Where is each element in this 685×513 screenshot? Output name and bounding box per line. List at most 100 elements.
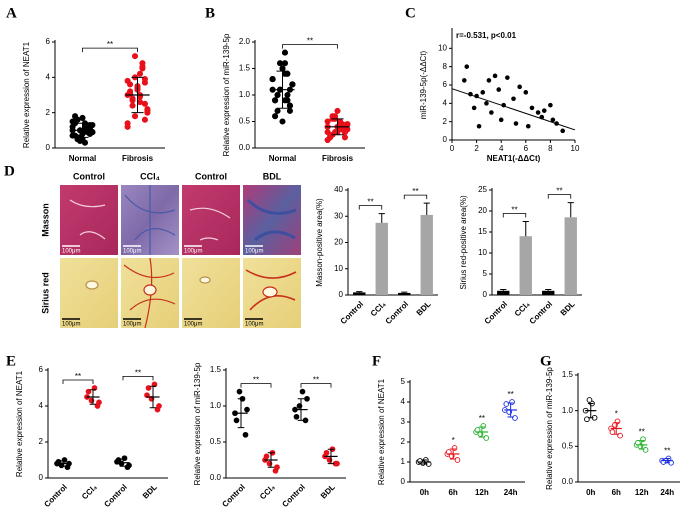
data-point bbox=[293, 413, 300, 420]
data-point bbox=[274, 91, 281, 99]
micrograph bbox=[182, 185, 240, 255]
data-point bbox=[96, 399, 102, 406]
error-bar bbox=[401, 291, 408, 293]
data-point bbox=[331, 129, 339, 136]
x-tick-label: Fibrosis bbox=[322, 154, 354, 163]
panel-letter: F bbox=[372, 353, 381, 369]
y-axis-label: Relative expression of miR-139-5p bbox=[222, 33, 231, 156]
y-tick-label: 0.5 bbox=[210, 437, 222, 446]
scale-label: 100μm bbox=[245, 322, 263, 328]
sd-bar bbox=[664, 457, 671, 464]
data-point bbox=[136, 70, 144, 77]
data-point bbox=[89, 121, 96, 129]
y-axis-label: Relative expression of miR-139-5p bbox=[545, 367, 554, 490]
significance-label: ** bbox=[253, 376, 259, 385]
data-point bbox=[336, 118, 344, 125]
data-point bbox=[489, 110, 494, 115]
x-tick-label: 24h bbox=[660, 488, 674, 497]
significance-label: ** bbox=[307, 37, 313, 46]
sd-bar bbox=[478, 426, 486, 438]
x-tick-label: Normal bbox=[69, 154, 97, 163]
data-point bbox=[496, 87, 502, 92]
data-point bbox=[286, 107, 293, 114]
y-tick-label: 5 bbox=[483, 269, 488, 278]
x-tick-label: BDL bbox=[415, 299, 433, 317]
data-point bbox=[131, 53, 139, 60]
data-point bbox=[85, 388, 92, 395]
y-axis-label: Sirius red-positive area(%) bbox=[459, 195, 468, 290]
y-tick-label: 4 bbox=[443, 98, 448, 107]
micrograph bbox=[243, 185, 301, 255]
significance-label: ** bbox=[367, 198, 373, 207]
micrograph bbox=[60, 258, 118, 328]
data-point bbox=[344, 121, 351, 128]
data-point bbox=[284, 70, 291, 77]
data-point bbox=[492, 73, 498, 79]
y-tick-label: 6 bbox=[39, 365, 44, 374]
histology: D Control CCl₄ Control BDL Masson Sirius… bbox=[4, 163, 301, 329]
y-tick-label: 6 bbox=[443, 80, 448, 89]
data-point bbox=[279, 65, 286, 72]
sd-bar bbox=[237, 398, 245, 429]
data-point bbox=[550, 117, 556, 123]
sd-bar bbox=[59, 460, 67, 467]
data-point bbox=[324, 129, 331, 136]
x-tick-label: 10 bbox=[571, 144, 580, 153]
significance-label: ** bbox=[664, 447, 670, 456]
x-tick-label: 6 bbox=[524, 144, 529, 153]
x-tick-label: CCl₄ bbox=[80, 482, 99, 501]
data-point bbox=[233, 417, 240, 424]
sd-bar bbox=[587, 403, 594, 419]
data-point bbox=[244, 406, 250, 413]
significance-bracket bbox=[502, 213, 527, 218]
significance-label: ** bbox=[639, 427, 645, 436]
x-tick-label: Control bbox=[483, 300, 509, 326]
y-tick-label: 1.0 bbox=[239, 90, 251, 99]
sd-bar bbox=[89, 389, 97, 405]
micrograph bbox=[182, 258, 240, 328]
y-tick-label: 4 bbox=[401, 397, 406, 406]
sd-bar bbox=[507, 402, 514, 418]
sd-bar bbox=[449, 448, 457, 460]
data-point bbox=[81, 139, 89, 146]
data-point bbox=[642, 447, 649, 453]
sd-bar bbox=[119, 458, 127, 467]
data-point bbox=[69, 118, 76, 125]
data-point bbox=[115, 457, 122, 463]
data-point bbox=[535, 110, 541, 115]
x-tick-label: CCl₄ bbox=[369, 299, 388, 318]
data-point bbox=[136, 99, 144, 106]
y-tick-label: 0.5 bbox=[239, 117, 251, 126]
x-tick-label: Control bbox=[384, 300, 410, 326]
scale-label: 100μm bbox=[123, 322, 141, 328]
significance-label: ** bbox=[313, 376, 319, 385]
data-point bbox=[471, 105, 477, 111]
y-axis-label: Relative expression of NEAT1 bbox=[15, 370, 24, 477]
x-tick-label: BDL bbox=[319, 482, 337, 500]
significance-label: * bbox=[615, 409, 618, 418]
data-point bbox=[124, 123, 131, 130]
scale-label: 100μm bbox=[184, 249, 202, 255]
data-point bbox=[512, 415, 518, 421]
data-point bbox=[498, 117, 504, 123]
x-tick-label: 6h bbox=[448, 488, 457, 497]
data-point bbox=[523, 90, 529, 95]
y-tick-label: 1.5 bbox=[239, 64, 251, 73]
y-tick-label: 0 bbox=[39, 473, 44, 482]
column-label: Control bbox=[73, 171, 105, 181]
column-label: BDL bbox=[263, 171, 282, 181]
data-point bbox=[69, 123, 76, 130]
significance-bracket bbox=[358, 205, 383, 210]
data-point bbox=[286, 102, 293, 109]
data-point bbox=[324, 136, 331, 144]
data-point bbox=[476, 123, 482, 129]
data-point bbox=[141, 100, 148, 107]
x-tick-label: CCl₄ bbox=[513, 299, 532, 318]
panel-letter: A bbox=[6, 5, 17, 21]
y-tick-label: 0.5 bbox=[562, 441, 574, 450]
sd-bar bbox=[297, 398, 305, 421]
sd-bar bbox=[331, 118, 344, 136]
data-point bbox=[242, 431, 249, 438]
x-tick-label: 8 bbox=[548, 144, 553, 153]
y-tick-label: 25 bbox=[478, 185, 487, 194]
